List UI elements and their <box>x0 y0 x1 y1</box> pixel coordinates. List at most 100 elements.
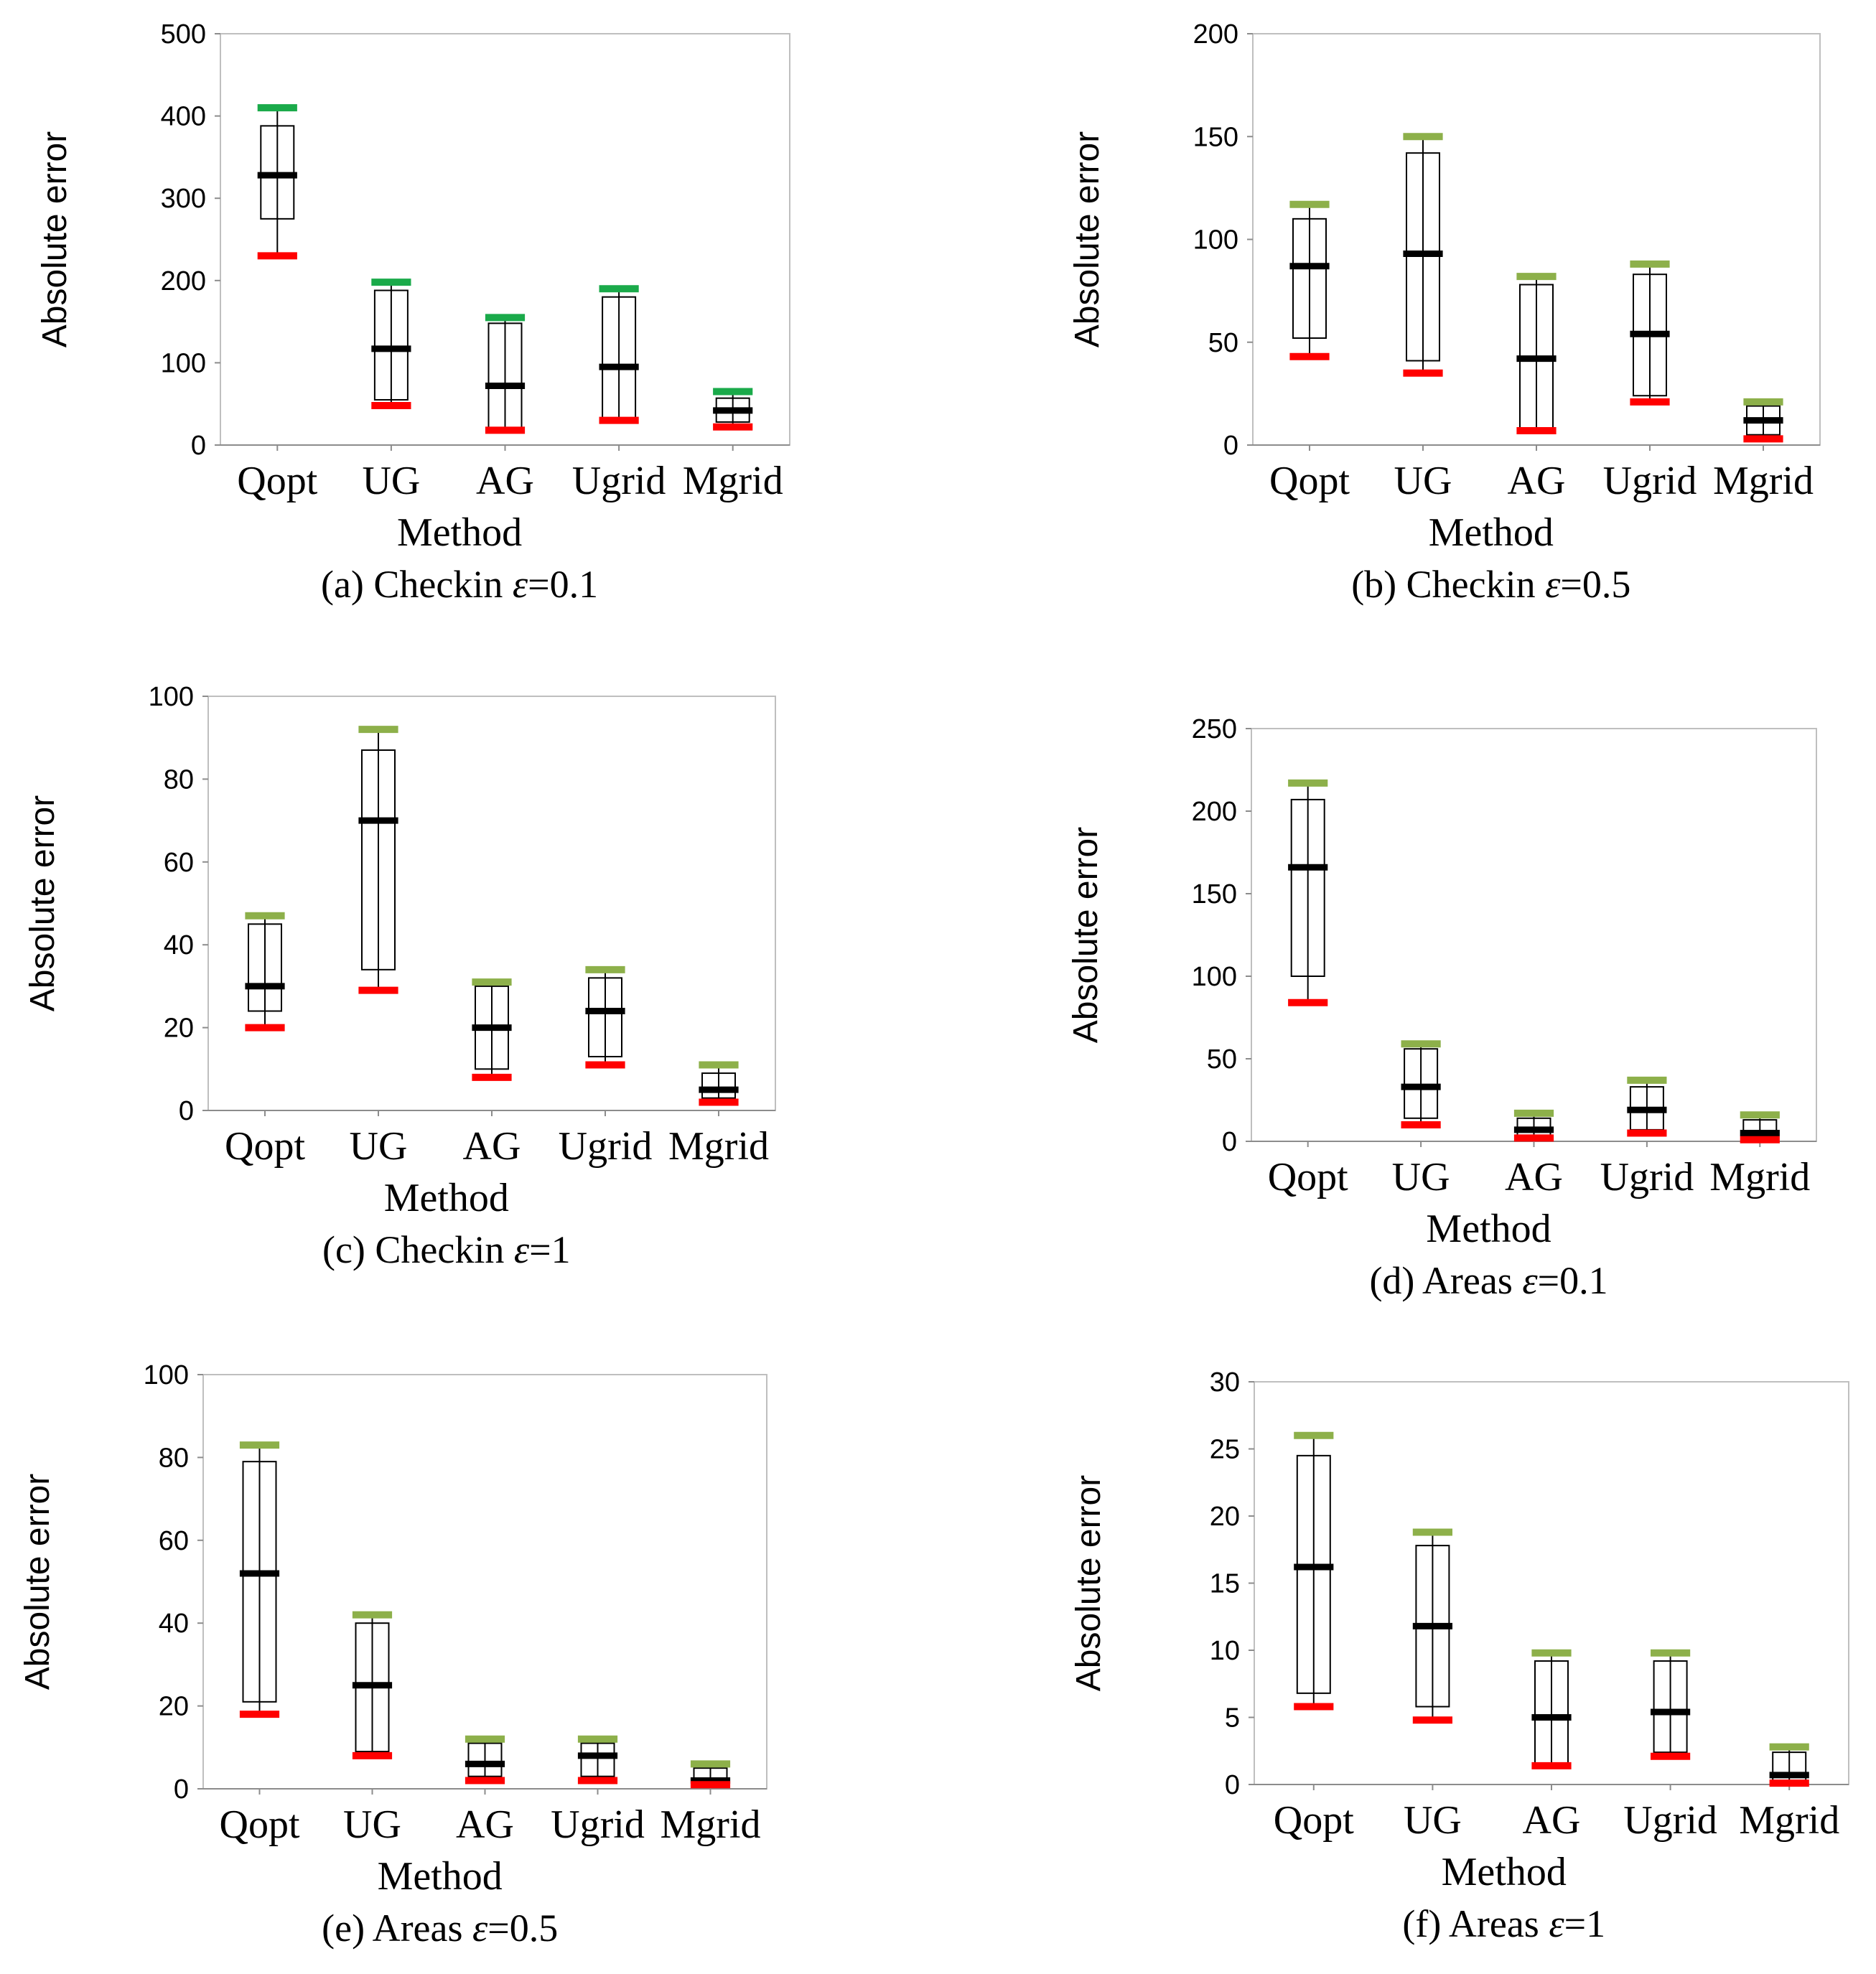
x-category-label: UG <box>350 1124 408 1169</box>
x-axis-label: Method <box>1442 1850 1567 1894</box>
box-ag: AG <box>1523 1649 1581 1843</box>
box-ag: AG <box>463 978 521 1169</box>
box-ug: UG <box>1394 133 1452 503</box>
x-category-label: Mgrid <box>1739 1798 1839 1843</box>
box-ug: UG <box>1404 1528 1462 1843</box>
x-category-label: Ugrid <box>1600 1155 1694 1199</box>
box-ugrid: Ugrid <box>1603 260 1697 503</box>
y-tick-label: 25 <box>1210 1435 1240 1465</box>
x-category-label: Qopt <box>225 1124 305 1169</box>
x-axis-label: Method <box>378 1854 503 1899</box>
y-tick-label: 100 <box>161 348 206 378</box>
y-axis-label: Absolute error <box>19 1474 57 1690</box>
box-ag: AG <box>456 1735 514 1847</box>
x-category-label: Mgrid <box>1713 459 1814 503</box>
box-ag: AG <box>1505 1109 1563 1199</box>
x-category-label: Ugrid <box>1603 459 1697 503</box>
box-ugrid: Ugrid <box>551 1735 645 1847</box>
y-tick-label: 200 <box>1192 797 1237 827</box>
x-category-label: Mgrid <box>1709 1155 1810 1199</box>
plot-frame <box>1251 728 1817 1142</box>
y-tick-label: 400 <box>161 102 206 132</box>
chart-panel-c: 0 20 40 60 80 100 Absolute error Qopt UG AG Ugrid M… <box>24 682 776 1271</box>
chart-caption: (b) Checkin ε=0.5 <box>1351 563 1630 606</box>
plot-frame <box>202 1374 767 1790</box>
chart-caption: (d) Areas ε=0.1 <box>1369 1259 1607 1302</box>
y-axis-label: Absolute error <box>1070 1475 1108 1691</box>
y-tick-label: 150 <box>1193 122 1238 152</box>
box-qopt: Qopt <box>220 1441 300 1847</box>
x-category-label: AG <box>1505 1155 1563 1199</box>
x-category-label: UG <box>1404 1798 1462 1843</box>
y-tick-label: 40 <box>164 930 194 960</box>
box-ug: UG <box>1392 1040 1450 1199</box>
x-category-label: Qopt <box>1269 459 1350 503</box>
box-mgrid: Mgrid <box>661 1760 761 1847</box>
box-ugrid: Ugrid <box>1600 1076 1694 1199</box>
x-axis-label: Method <box>397 510 522 555</box>
y-tick-label: 0 <box>1225 1770 1240 1800</box>
x-category-label: Ugrid <box>1623 1798 1717 1843</box>
x-category-label: Ugrid <box>551 1802 645 1847</box>
y-tick-label: 30 <box>1210 1367 1240 1398</box>
y-tick-label: 0 <box>1222 1127 1237 1157</box>
chart-caption: (e) Areas ε=0.5 <box>322 1907 558 1950</box>
y-axis-label: Absolute error <box>24 795 62 1011</box>
chart-panel-a: 0 100 200 300 400 500 Absolute error Qopt UG AG Ug… <box>36 19 790 606</box>
x-category-label: AG <box>1508 459 1566 503</box>
x-category-label: AG <box>1523 1798 1581 1843</box>
x-category-label: UG <box>1392 1155 1450 1199</box>
y-tick-label: 0 <box>179 1096 194 1126</box>
y-axis-label: Absolute error <box>1068 131 1106 347</box>
y-tick-label: 60 <box>159 1526 189 1556</box>
y-tick-label: 200 <box>1193 19 1238 50</box>
chart-panel-e: 0 20 40 60 80 100 Absolute error Qopt UG AG Ugrid M… <box>19 1360 767 1950</box>
y-tick-label: 0 <box>174 1774 189 1805</box>
x-category-label: Qopt <box>220 1802 300 1847</box>
y-tick-label: 500 <box>161 19 206 50</box>
box-qopt: Qopt <box>225 912 305 1169</box>
y-tick-label: 100 <box>1193 225 1238 256</box>
y-tick-label: 15 <box>1210 1569 1240 1599</box>
box-mgrid: Mgrid <box>683 388 783 503</box>
y-tick-label: 80 <box>159 1443 189 1473</box>
x-category-label: Mgrid <box>661 1802 761 1847</box>
y-axis-label: Absolute error <box>1067 827 1105 1043</box>
box-qopt: Qopt <box>1269 200 1350 503</box>
y-tick-label: 100 <box>1192 962 1237 992</box>
x-category-label: AG <box>476 459 534 503</box>
y-tick-label: 100 <box>149 682 194 712</box>
box-qopt: Qopt <box>1274 1431 1354 1843</box>
box-ug: UG <box>350 726 408 1169</box>
box-ag: AG <box>476 314 534 503</box>
y-axis-label: Absolute error <box>36 131 74 347</box>
x-category-label: UG <box>343 1802 401 1847</box>
x-category-label: Mgrid <box>668 1124 769 1169</box>
chart-caption: (f) Areas ε=1 <box>1402 1902 1605 1945</box>
chart-caption: (c) Checkin ε=1 <box>322 1228 571 1271</box>
x-category-label: Qopt <box>1274 1798 1354 1843</box>
y-tick-label: 100 <box>144 1360 189 1390</box>
x-category-label: UG <box>1394 459 1452 503</box>
y-tick-label: 0 <box>1223 431 1238 461</box>
box-ag: AG <box>1508 273 1566 503</box>
x-category-label: Ugrid <box>559 1124 653 1169</box>
y-tick-label: 300 <box>161 184 206 214</box>
box-ug: UG <box>362 279 420 503</box>
chart-panel-d: 0 50 100 150 200 250 Absolute error Qopt UG AG Ugr… <box>1067 714 1817 1302</box>
y-tick-label: 5 <box>1225 1703 1240 1734</box>
y-tick-label: 50 <box>1208 328 1238 358</box>
y-tick-label: 20 <box>164 1014 194 1044</box>
y-tick-label: 80 <box>164 764 194 795</box>
y-tick-label: 20 <box>159 1692 189 1722</box>
x-category-label: Qopt <box>1268 1155 1348 1199</box>
box-ug: UG <box>343 1611 401 1847</box>
box-mgrid: Mgrid <box>1739 1743 1839 1843</box>
chart-panel-f: 0 5 10 15 20 25 30 Absolute error Qopt UG AG Ugrid M… <box>1070 1367 1849 1945</box>
x-axis-label: Method <box>384 1176 509 1220</box>
x-category-label: Mgrid <box>683 459 783 503</box>
y-tick-label: 20 <box>1210 1502 1240 1532</box>
y-tick-label: 60 <box>164 848 194 878</box>
box-ugrid: Ugrid <box>1623 1649 1717 1843</box>
x-axis-label: Method <box>1426 1207 1551 1251</box>
